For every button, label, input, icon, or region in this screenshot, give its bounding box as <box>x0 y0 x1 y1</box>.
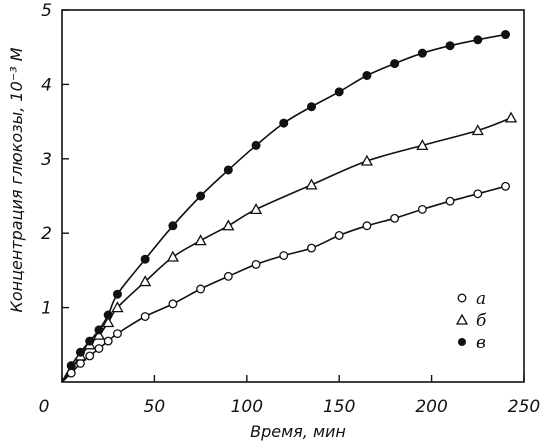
legend: абв <box>455 289 487 353</box>
data-point <box>417 48 427 58</box>
data-point <box>307 243 316 253</box>
y-tick-label: 4 <box>41 75 52 95</box>
data-point <box>168 221 178 231</box>
fit-curve-series-1 <box>61 185 506 383</box>
data-point <box>76 358 85 368</box>
data-point <box>196 284 206 294</box>
fit-curves <box>61 33 512 383</box>
y-tick-label: 5 <box>41 1 52 21</box>
data-point <box>334 87 344 97</box>
data-point <box>112 289 122 299</box>
data-point <box>140 312 150 321</box>
legend-marker <box>455 313 469 325</box>
data-point <box>75 347 85 357</box>
data-point <box>166 250 179 262</box>
data-point <box>85 351 95 361</box>
data-point <box>223 271 233 281</box>
data-point <box>140 254 150 264</box>
data-point <box>390 59 400 69</box>
data-point <box>112 329 122 339</box>
data-point <box>103 336 113 346</box>
data-point <box>501 30 511 40</box>
x-tick-label: 150 <box>323 397 355 417</box>
data-point <box>305 178 318 190</box>
legend-label: в <box>476 333 486 353</box>
data-point <box>85 336 95 346</box>
data-point <box>362 70 372 80</box>
data-point <box>92 328 106 340</box>
data-point <box>390 213 400 223</box>
data-point <box>501 181 510 191</box>
plot-frame <box>61 9 525 383</box>
data-point <box>279 251 289 260</box>
x-axis-label: Время, мин <box>250 422 346 441</box>
data-point <box>251 259 261 269</box>
y-axis-label: Концентрация глюкозы, 10⁻³ М <box>7 47 26 312</box>
data-point <box>334 230 344 240</box>
data-point <box>445 41 455 51</box>
x-tick-label: 50 <box>144 397 166 417</box>
data-point <box>139 275 152 287</box>
data-point <box>471 124 484 136</box>
data-point <box>473 189 483 199</box>
data-point <box>66 368 76 378</box>
data-point <box>249 203 263 215</box>
axes <box>61 9 525 383</box>
y-tick-label: 1 <box>41 299 52 319</box>
data-point <box>417 204 427 214</box>
data-point <box>473 35 483 45</box>
data-point <box>223 165 233 175</box>
fit-curve-series-3 <box>61 33 506 383</box>
x-tick-label: 100 <box>231 397 263 417</box>
legend-marker <box>458 338 466 346</box>
data-markers <box>66 30 518 378</box>
y-tick-label: 3 <box>41 150 52 170</box>
data-point <box>360 154 374 166</box>
data-point <box>222 219 235 231</box>
data-point <box>66 361 76 371</box>
data-point <box>251 140 261 150</box>
data-point <box>306 102 316 112</box>
y-tick-label: 2 <box>41 224 52 244</box>
data-point <box>279 118 289 128</box>
data-point <box>94 344 104 353</box>
data-point <box>111 301 124 313</box>
data-point <box>416 139 429 151</box>
x-tick-label: 0 <box>39 397 50 417</box>
data-point <box>362 221 372 231</box>
data-point <box>94 325 104 335</box>
fit-curve-series-2 <box>61 117 512 383</box>
x-tick-label: 250 <box>508 397 540 417</box>
data-point <box>168 299 178 309</box>
data-point <box>196 191 206 201</box>
legend-marker <box>457 293 467 303</box>
legend-label: а <box>476 289 486 309</box>
x-tick-label: 200 <box>415 397 447 417</box>
data-point <box>445 196 455 206</box>
data-point <box>504 111 518 123</box>
legend-label: б <box>476 311 487 331</box>
data-point <box>103 310 113 320</box>
tick-labels: 0 50 100 150 200 250 1 2 3 4 5 <box>39 1 541 417</box>
data-point <box>102 316 115 328</box>
data-point <box>194 234 207 246</box>
